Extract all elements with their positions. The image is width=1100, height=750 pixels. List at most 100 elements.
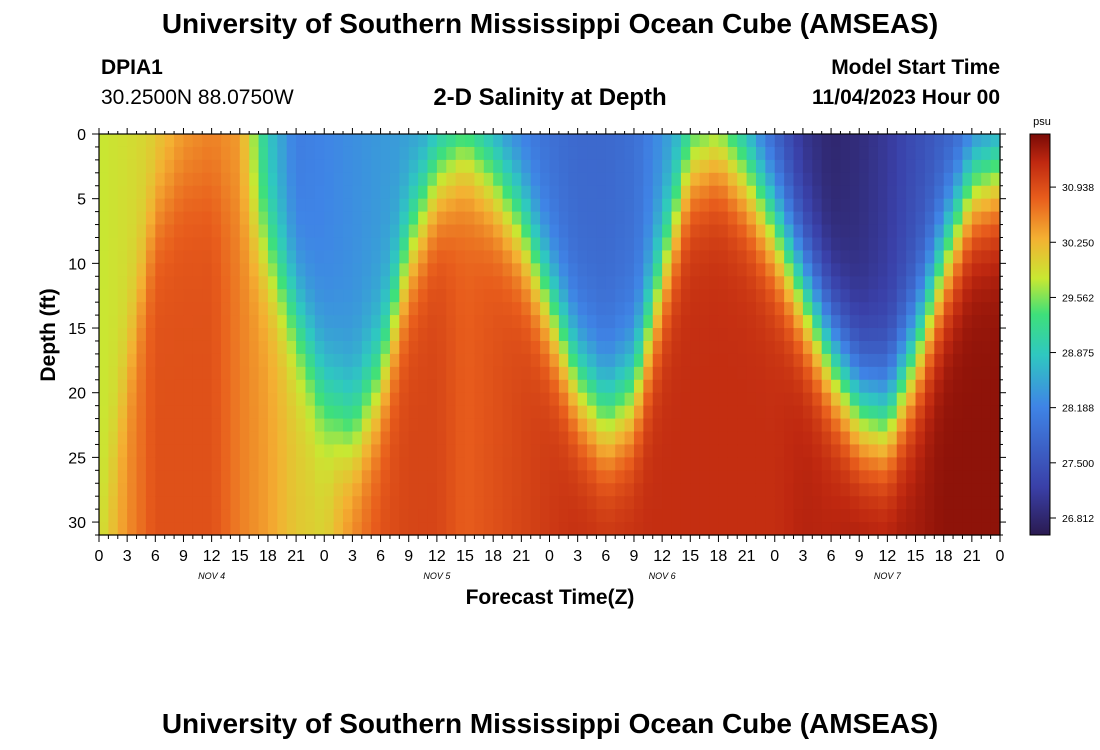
heatmap-cell bbox=[202, 328, 213, 342]
heatmap-cell bbox=[840, 185, 851, 200]
x-tick-label: 3 bbox=[348, 548, 357, 565]
heatmap-cell bbox=[558, 405, 569, 420]
heatmap-cell bbox=[981, 366, 992, 381]
heatmap-cell bbox=[849, 418, 860, 433]
heatmap-cell bbox=[962, 134, 973, 148]
heatmap-cell bbox=[934, 353, 945, 368]
heatmap-cell bbox=[793, 340, 804, 355]
heatmap-cell bbox=[831, 431, 842, 446]
heatmap-cell bbox=[812, 302, 823, 316]
heatmap-cell bbox=[502, 496, 513, 510]
heatmap-cell bbox=[108, 509, 119, 523]
heatmap-cell bbox=[784, 496, 795, 510]
heatmap-cell bbox=[624, 509, 635, 523]
heatmap-cell bbox=[587, 276, 598, 290]
heatmap-cell bbox=[605, 353, 616, 368]
heatmap-cell bbox=[493, 172, 504, 187]
heatmap-cell bbox=[267, 250, 278, 264]
heatmap-cell bbox=[493, 237, 504, 252]
heatmap-cell bbox=[221, 340, 231, 355]
heatmap-cell bbox=[474, 353, 485, 368]
heatmap-cell bbox=[605, 444, 616, 458]
heatmap-cell bbox=[211, 340, 222, 355]
heatmap-cell bbox=[99, 134, 109, 148]
heatmap-cell bbox=[549, 134, 560, 148]
heatmap-cell bbox=[896, 302, 907, 316]
heatmap-cell bbox=[455, 289, 466, 303]
heatmap-cell bbox=[568, 263, 579, 277]
heatmap-cell bbox=[934, 159, 945, 174]
heatmap-cell bbox=[333, 134, 344, 148]
heatmap-cell bbox=[624, 237, 635, 252]
heatmap-cell bbox=[174, 224, 185, 239]
heatmap-cell bbox=[305, 134, 316, 148]
heatmap-cell bbox=[352, 509, 363, 523]
heatmap-cell bbox=[474, 444, 485, 458]
heatmap-cell bbox=[530, 405, 541, 420]
heatmap-cell bbox=[277, 483, 288, 497]
heatmap-cell bbox=[155, 483, 166, 497]
x-tick-label: 0 bbox=[320, 548, 329, 565]
heatmap-cell bbox=[239, 211, 250, 226]
heatmap-cell bbox=[361, 405, 372, 420]
heatmap-cell bbox=[155, 289, 166, 303]
heatmap-cell bbox=[230, 159, 241, 174]
y-tick-label: 25 bbox=[68, 450, 86, 467]
heatmap-cell bbox=[502, 353, 513, 368]
heatmap-cell bbox=[286, 289, 297, 303]
heatmap-cell bbox=[230, 470, 241, 484]
heatmap-cell bbox=[690, 457, 701, 471]
heatmap-cell bbox=[446, 328, 457, 342]
heatmap-cell bbox=[887, 224, 898, 239]
heatmap-cell bbox=[971, 418, 982, 433]
heatmap-cell bbox=[802, 405, 813, 420]
heatmap-cell bbox=[549, 353, 560, 368]
heatmap-cell bbox=[352, 250, 363, 264]
heatmap-cell bbox=[859, 146, 870, 161]
heatmap-cell bbox=[887, 302, 898, 316]
heatmap-cell bbox=[174, 198, 185, 213]
heatmap-cell bbox=[540, 211, 551, 226]
heatmap-cell bbox=[755, 522, 766, 536]
heatmap-cell bbox=[990, 379, 1001, 394]
heatmap-cell bbox=[671, 444, 682, 458]
heatmap-cell bbox=[361, 134, 372, 148]
heatmap-cell bbox=[605, 328, 616, 342]
heatmap-cell bbox=[737, 185, 748, 200]
heatmap-cell bbox=[765, 146, 776, 161]
heatmap-cell bbox=[971, 237, 982, 252]
heatmap-cell bbox=[465, 159, 476, 174]
heatmap-cell bbox=[136, 483, 147, 497]
heatmap-cell bbox=[859, 198, 870, 213]
heatmap-cell bbox=[718, 405, 729, 420]
heatmap-cell bbox=[361, 185, 372, 200]
heatmap-cell bbox=[418, 159, 429, 174]
heatmap-cell bbox=[746, 276, 757, 290]
heatmap-cell bbox=[868, 379, 879, 394]
heatmap-cell bbox=[249, 159, 260, 174]
heatmap-cell bbox=[136, 315, 147, 329]
heatmap-cell bbox=[990, 263, 1001, 277]
heatmap-cell bbox=[258, 315, 269, 329]
heatmap-cell bbox=[436, 159, 447, 174]
heatmap-cell bbox=[305, 263, 316, 277]
heatmap-cell bbox=[709, 211, 720, 226]
heatmap-cell bbox=[558, 302, 569, 316]
heatmap-cell bbox=[530, 289, 541, 303]
heatmap-cell bbox=[549, 379, 560, 394]
heatmap-cell bbox=[737, 483, 748, 497]
heatmap-cell bbox=[821, 328, 832, 342]
heatmap-cell bbox=[821, 276, 832, 290]
heatmap-cell bbox=[831, 198, 842, 213]
heatmap-cell bbox=[690, 379, 701, 394]
heatmap-cell bbox=[868, 250, 879, 264]
heatmap-cell bbox=[709, 340, 720, 355]
heatmap-cell bbox=[624, 340, 635, 355]
heatmap-cell bbox=[211, 250, 222, 264]
heatmap-cell bbox=[812, 211, 823, 226]
heatmap-cell bbox=[530, 379, 541, 394]
heatmap-cell bbox=[812, 457, 823, 471]
heatmap-cell bbox=[953, 340, 964, 355]
heatmap-cell bbox=[765, 418, 776, 433]
heatmap-cell bbox=[343, 276, 354, 290]
